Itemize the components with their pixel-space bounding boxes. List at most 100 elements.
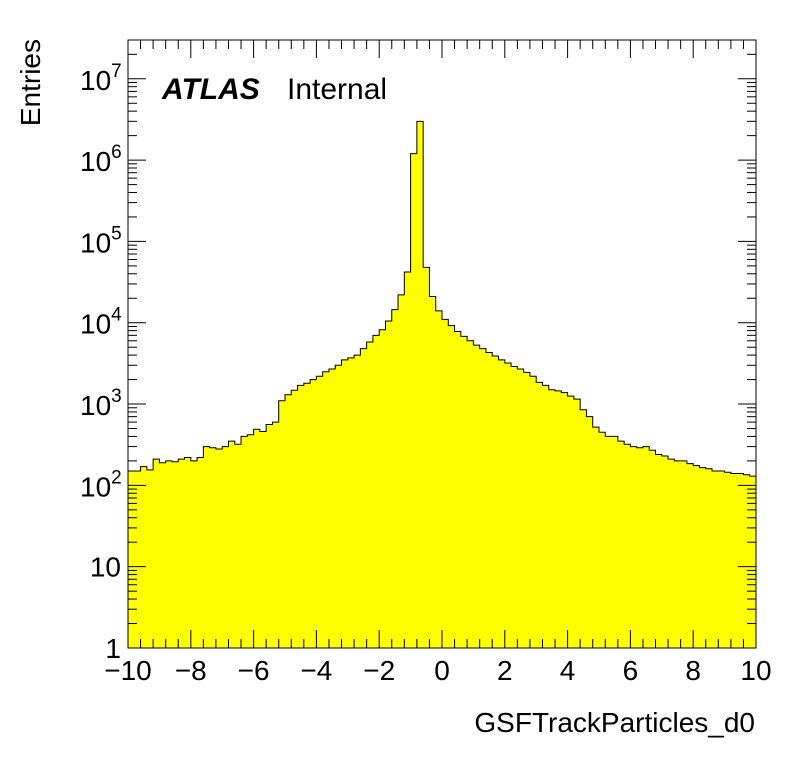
histogram-bar <box>146 469 154 648</box>
histogram-bar <box>385 321 393 648</box>
histogram-bar <box>335 365 342 648</box>
y-tick-label: 105 <box>80 223 122 258</box>
histogram-bar <box>391 309 399 648</box>
histogram-bar <box>624 444 631 648</box>
histogram-bar <box>341 359 349 648</box>
y-tick-label: 102 <box>80 467 122 502</box>
y-tick-labels: 1 10 102 103 104 105 106 107 <box>80 61 122 664</box>
x-tick-label: 0 <box>434 655 450 686</box>
x-tick-label: −2 <box>363 655 395 686</box>
y-tick-label: 107 <box>80 61 122 96</box>
histogram-bar <box>372 335 380 648</box>
histogram-bar <box>360 348 368 648</box>
histogram-bar <box>567 396 575 648</box>
histogram-bar <box>398 294 405 648</box>
histogram-outline <box>128 120 756 477</box>
histogram-bar <box>203 446 211 648</box>
histogram-bar <box>473 345 481 648</box>
histogram-bar <box>153 459 160 648</box>
y-tick-label: 106 <box>80 142 122 177</box>
histogram-bar <box>599 432 606 648</box>
histogram-bar <box>310 379 317 648</box>
histogram-bar <box>693 465 700 648</box>
histogram-bar <box>278 400 286 648</box>
histogram-bar <box>668 459 675 648</box>
histogram-bar <box>649 450 656 648</box>
histogram-bar <box>454 331 462 648</box>
histogram-bar <box>165 460 173 648</box>
histogram-bar <box>580 409 587 648</box>
histogram-bar <box>479 348 487 648</box>
axis-ticks <box>127 39 757 649</box>
histogram-bar <box>724 472 732 648</box>
histogram-bar <box>548 389 556 648</box>
x-tick-label: −10 <box>104 655 152 686</box>
histogram-bar <box>291 390 298 648</box>
y-tick-label: 103 <box>80 386 122 421</box>
histogram-bar <box>517 368 525 648</box>
histogram-bar <box>749 476 757 648</box>
histogram-bar <box>222 446 229 648</box>
histogram-bar <box>184 457 192 648</box>
histogram-bar <box>492 355 499 648</box>
histogram-bar <box>743 474 751 648</box>
histogram-bar <box>228 441 236 648</box>
histogram-bar <box>542 385 550 648</box>
histogram-bar <box>605 436 612 648</box>
x-tick-label: 8 <box>685 655 701 686</box>
histogram-bar <box>705 468 713 648</box>
x-tick-label: 10 <box>740 655 771 686</box>
atlas-label: ATLAS <box>161 73 260 106</box>
histogram-bar <box>347 357 355 648</box>
histogram-bar <box>504 362 512 648</box>
histogram-bar <box>661 455 669 648</box>
histogram-bar <box>442 319 449 648</box>
x-tick-label: 4 <box>560 655 576 686</box>
x-tick-label: 6 <box>623 655 639 686</box>
x-tick-labels: −10 −8 −6 −4 −2 0 2 4 6 8 10 <box>104 655 771 686</box>
histogram-bar <box>460 336 468 648</box>
histogram-bar <box>529 376 537 648</box>
histogram-bar <box>523 372 531 648</box>
histogram-bar <box>379 329 386 648</box>
histogram-bar <box>498 359 506 648</box>
histogram-bar <box>718 471 725 648</box>
histogram-bar <box>241 436 248 648</box>
histogram-bar <box>511 366 518 648</box>
x-axis-title: GSFTrackParticles_d0 <box>474 707 755 738</box>
histogram-bar <box>655 454 663 648</box>
y-tick-label: 10 <box>90 552 121 583</box>
y-axis-title: Entries <box>15 39 46 126</box>
histogram-bar <box>140 466 148 648</box>
x-tick-label: −4 <box>300 655 332 686</box>
histogram-bar <box>354 355 361 648</box>
histogram-bar <box>674 460 682 648</box>
histogram-bar <box>611 436 619 648</box>
histogram-bar <box>234 444 242 648</box>
histogram-bar <box>410 153 418 648</box>
histogram-bar <box>423 267 430 648</box>
histogram-bar <box>178 459 185 648</box>
histogram-bar <box>636 447 644 648</box>
histogram-bar <box>416 121 424 649</box>
histogram-bar <box>592 427 600 648</box>
histogram-bar <box>699 467 707 648</box>
histogram-bar <box>247 434 254 648</box>
histogram-bar <box>209 447 217 648</box>
histogram-bar <box>171 461 179 648</box>
histogram-bars <box>128 121 757 649</box>
histogram-bar <box>467 340 474 648</box>
x-tick-label: −8 <box>175 655 207 686</box>
histogram-bar <box>737 473 744 648</box>
histogram-bar <box>266 424 273 648</box>
histogram-bar <box>366 341 374 648</box>
histogram-bar <box>730 473 738 648</box>
histogram-bar <box>253 429 261 648</box>
histogram-bar <box>617 441 625 648</box>
histogram-bar <box>561 392 568 648</box>
histogram-bar <box>404 272 411 648</box>
x-tick-label: 2 <box>497 655 513 686</box>
histogram-bar <box>435 310 443 648</box>
histogram-bar <box>190 460 198 648</box>
